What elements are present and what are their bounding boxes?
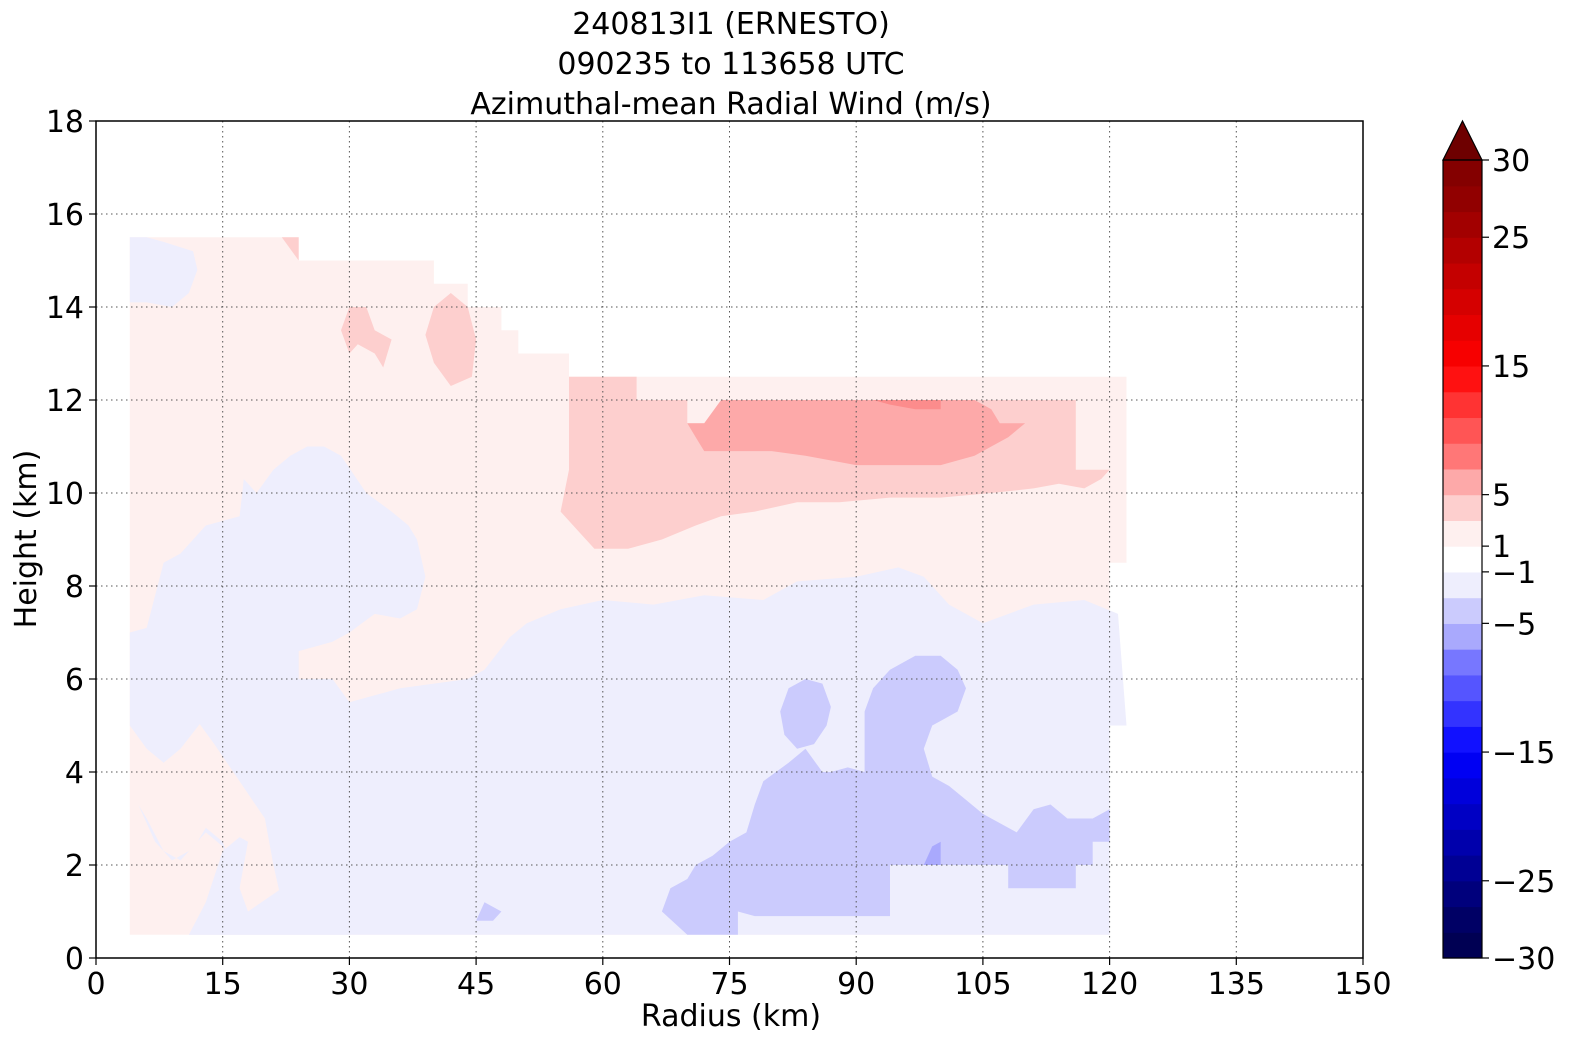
y-tick-label: 4 <box>65 756 84 791</box>
x-tick-label: 45 <box>457 967 495 1002</box>
colorbar-segment <box>1443 443 1482 470</box>
y-tick-label: 0 <box>65 942 84 977</box>
colorbar-segment <box>1443 829 1482 856</box>
colorbar-segment <box>1443 571 1482 599</box>
colorbar-segment <box>1443 494 1482 521</box>
x-tick-label: 15 <box>204 967 242 1002</box>
contour-region-neg_5_7 <box>923 841 941 865</box>
colorbar-segment <box>1443 160 1482 187</box>
colorbar-extend-arrow <box>1442 119 1483 161</box>
y-axis-label: Height (km) <box>9 450 44 629</box>
colorbar-segment <box>1443 674 1482 702</box>
contour-regions <box>129 237 1127 935</box>
colorbar-tick-label: 30 <box>1492 144 1530 179</box>
colorbar-segment <box>1443 777 1482 805</box>
contour-region-neg_1_3 <box>129 237 198 307</box>
contour-region-neg_3_5 <box>1008 865 1042 889</box>
colorbar-tick-label: −30 <box>1492 942 1555 977</box>
y-tick-label: 6 <box>65 663 84 698</box>
y-tick-label: 10 <box>46 477 84 512</box>
colorbar-segment <box>1443 906 1482 933</box>
contour-region-pos_3_5 <box>341 307 392 368</box>
x-tick-label: 60 <box>584 967 622 1002</box>
title-line-3: Azimuthal-mean Radial Wind (m/s) <box>470 87 991 122</box>
colorbar-segment <box>1443 597 1482 624</box>
colorbar-tick-label: −5 <box>1492 607 1536 642</box>
x-tick-label: 75 <box>710 967 748 1002</box>
colorbar-segment <box>1443 417 1482 444</box>
contour-region-pos_3_5 <box>281 237 299 261</box>
contour-region-neg_3_5 <box>780 679 831 749</box>
colorbar-segment <box>1443 880 1482 908</box>
y-tick-label: 18 <box>46 105 84 140</box>
colorbar-tick-label: 15 <box>1492 350 1530 385</box>
colorbar-segment <box>1443 752 1482 779</box>
x-tick-label: 30 <box>330 967 368 1002</box>
colorbar-segment <box>1443 288 1482 316</box>
colorbar-segment <box>1443 365 1482 393</box>
colorbar-tick-label: −25 <box>1492 865 1555 900</box>
colorbar-tick-label: −15 <box>1492 736 1555 771</box>
colorbar-tick-label: 25 <box>1492 221 1530 256</box>
x-tick-label: 150 <box>1334 967 1391 1002</box>
y-tick-label: 14 <box>46 291 84 326</box>
y-tick-label: 16 <box>46 198 84 233</box>
title-line-1: 240813I1 (ERNESTO) <box>572 7 890 42</box>
colorbar-segment <box>1443 262 1482 290</box>
contour-region-pos_3_5 <box>425 293 477 386</box>
colorbar-segment <box>1443 520 1482 547</box>
colorbar-segment <box>1443 391 1482 419</box>
colorbar-segment <box>1443 855 1482 882</box>
colorbar-tick-label: −1 <box>1492 556 1536 591</box>
x-axis-label: Radius (km) <box>641 999 821 1034</box>
x-tick-label: 90 <box>837 967 875 1002</box>
x-tick-label: 105 <box>954 967 1011 1002</box>
x-tick-label: 120 <box>1081 967 1138 1002</box>
x-axis-ticks: 0 15 30 45 60 75 90 105 120 135 150 <box>86 958 1392 1002</box>
colorbar-segment <box>1443 700 1482 727</box>
colorbar-segment <box>1443 726 1482 753</box>
y-tick-label: 12 <box>46 384 84 419</box>
colorbar-segment <box>1443 649 1482 676</box>
colorbar-segment <box>1443 185 1482 213</box>
y-axis-ticks: 0 2 4 6 8 10 12 14 16 18 <box>46 105 96 977</box>
colorbar-segment <box>1443 803 1482 830</box>
colorbar-segment <box>1443 314 1482 341</box>
contour-region-neg_3_5 <box>661 655 1110 935</box>
title-line-2: 090235 to 113658 UTC <box>557 47 904 82</box>
colorbar-tick-label: 5 <box>1492 479 1511 514</box>
colorbar-segment <box>1443 546 1482 573</box>
colorbar: 30 25 15 5 1−1 −5 −15 −25 −30 <box>1442 119 1555 977</box>
colorbar-segment <box>1443 340 1482 367</box>
y-tick-label: 8 <box>65 570 84 605</box>
colorbar-segment <box>1443 211 1482 238</box>
colorbar-segment <box>1443 623 1482 650</box>
contour-region-neg_3_5 <box>476 902 502 921</box>
grid-lines <box>96 121 1363 958</box>
colorbar-frame <box>1442 159 1483 959</box>
contour-region-pos_5_7 <box>687 400 1026 466</box>
colorbar-segment <box>1443 468 1482 496</box>
x-tick-label: 0 <box>86 967 105 1002</box>
y-tick-label: 2 <box>65 849 84 884</box>
colorbar-tick-label: 1 <box>1492 530 1511 565</box>
colorbar-segment <box>1443 237 1482 264</box>
contour-region-pos_7_9 <box>873 400 941 410</box>
colorbar-segment <box>1443 932 1482 959</box>
chart-title: 240813I1 (ERNESTO) 090235 to 113658 UTC … <box>470 7 991 122</box>
x-tick-label: 135 <box>1208 967 1265 1002</box>
